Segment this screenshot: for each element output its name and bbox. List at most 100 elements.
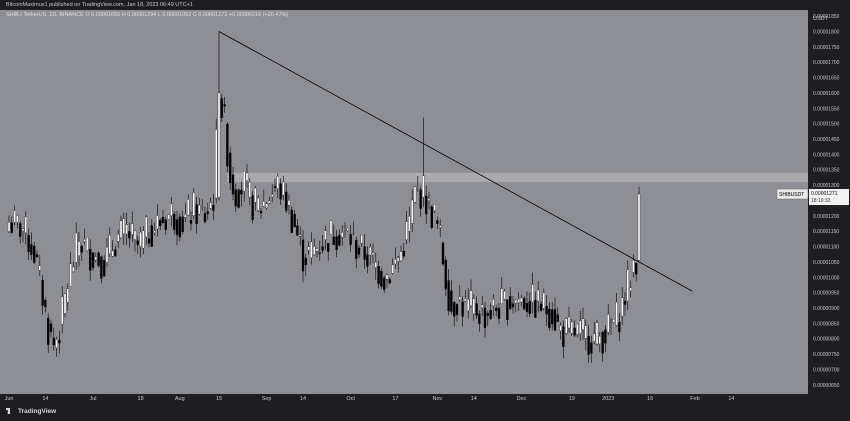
candle: [385, 273, 389, 288]
time-tick: Jul: [89, 396, 96, 402]
candle: [128, 222, 131, 248]
candle-body: [105, 246, 109, 263]
candle: [604, 325, 607, 353]
candle-body: [587, 335, 590, 355]
candle-body: [489, 309, 492, 319]
candle: [41, 275, 44, 315]
candle-body: [203, 213, 207, 223]
candle: [503, 288, 506, 301]
candle: [229, 146, 232, 190]
candle-body: [282, 181, 285, 196]
candle: [80, 244, 83, 261]
candle-body: [86, 237, 89, 251]
candle-body: [217, 92, 221, 198]
symbol-ohlc-line[interactable]: SHIB / TetherUS, 1D, BINANCE O 0.0000105…: [6, 12, 289, 18]
candle-body: [509, 296, 512, 309]
candle: [307, 241, 310, 255]
candle: [380, 268, 383, 290]
candle: [234, 183, 237, 212]
candle-body: [609, 322, 613, 324]
candle-body: [27, 235, 30, 253]
candle-body: [21, 228, 25, 232]
candle: [352, 221, 355, 236]
candle-body: [514, 299, 517, 304]
candle: [419, 186, 422, 217]
plot-area[interactable]: [0, 10, 808, 394]
candle: [579, 310, 582, 341]
price-tick: 0.00001100: [813, 245, 839, 251]
candle-body: [548, 308, 551, 328]
candle-body: [408, 215, 411, 232]
time-tick: 14: [471, 396, 477, 402]
candle-body: [385, 274, 389, 280]
candle: [475, 296, 478, 320]
candle: [257, 194, 260, 213]
candle: [551, 301, 554, 331]
candle-body: [427, 198, 431, 201]
candle-body: [164, 219, 167, 230]
countdown-value: 18:10:33: [811, 198, 831, 204]
candle-body: [576, 323, 579, 335]
candle: [349, 224, 352, 252]
candle-body: [259, 210, 263, 214]
candle: [61, 286, 64, 334]
candle: [481, 295, 484, 317]
candle: [133, 229, 137, 252]
time-tick: Jun: [5, 396, 14, 402]
candle: [153, 222, 156, 236]
candle: [399, 245, 403, 262]
tradingview-logo[interactable]: TradingView: [6, 408, 56, 415]
candle-body: [629, 287, 632, 291]
candle: [313, 238, 316, 256]
candle-body: [16, 215, 19, 223]
candle: [195, 196, 198, 234]
candle-body: [237, 189, 240, 208]
candle: [279, 178, 282, 205]
price-tick: 0.00001300: [813, 183, 840, 189]
candle-body: [520, 297, 523, 303]
candle: [181, 210, 184, 235]
candle-body: [537, 289, 540, 302]
candle: [119, 215, 123, 240]
candle: [528, 292, 531, 318]
candle: [559, 322, 562, 340]
candle-body: [618, 322, 621, 333]
logo-text: TradingView: [18, 408, 57, 415]
candle: [259, 207, 263, 220]
candle-body: [612, 319, 615, 323]
candle-body: [117, 234, 120, 242]
candle-body: [327, 243, 330, 252]
candle-body: [189, 220, 193, 224]
candle: [103, 255, 106, 277]
candle-body: [315, 248, 319, 252]
candle-body: [77, 241, 81, 256]
candle-body: [321, 246, 324, 251]
candle-body: [388, 279, 391, 284]
candle-body: [593, 333, 596, 342]
candle-body: [430, 206, 433, 228]
candle-body: [360, 234, 363, 244]
price-axis[interactable]: [808, 0, 850, 421]
candle-body: [341, 232, 344, 238]
candle-body: [447, 280, 450, 312]
candle: [511, 296, 515, 314]
candle: [327, 243, 330, 261]
candle: [86, 236, 89, 252]
descending-trendline[interactable]: [218, 31, 693, 292]
candle: [553, 297, 557, 332]
published-by-text: BitcoinMaximus1 published on TradingView…: [6, 2, 193, 8]
candle: [55, 336, 58, 357]
candle-body: [122, 218, 125, 234]
candle: [75, 222, 78, 270]
candle-body: [10, 222, 13, 233]
candle: [206, 202, 209, 221]
time-tick: 2023: [602, 396, 614, 402]
candle-body: [128, 231, 131, 239]
candle: [570, 319, 573, 336]
candle: [220, 94, 223, 123]
price-tick: 0.00000950: [813, 291, 840, 297]
candle-body: [573, 327, 576, 336]
candle: [21, 227, 25, 243]
candle: [565, 317, 568, 335]
